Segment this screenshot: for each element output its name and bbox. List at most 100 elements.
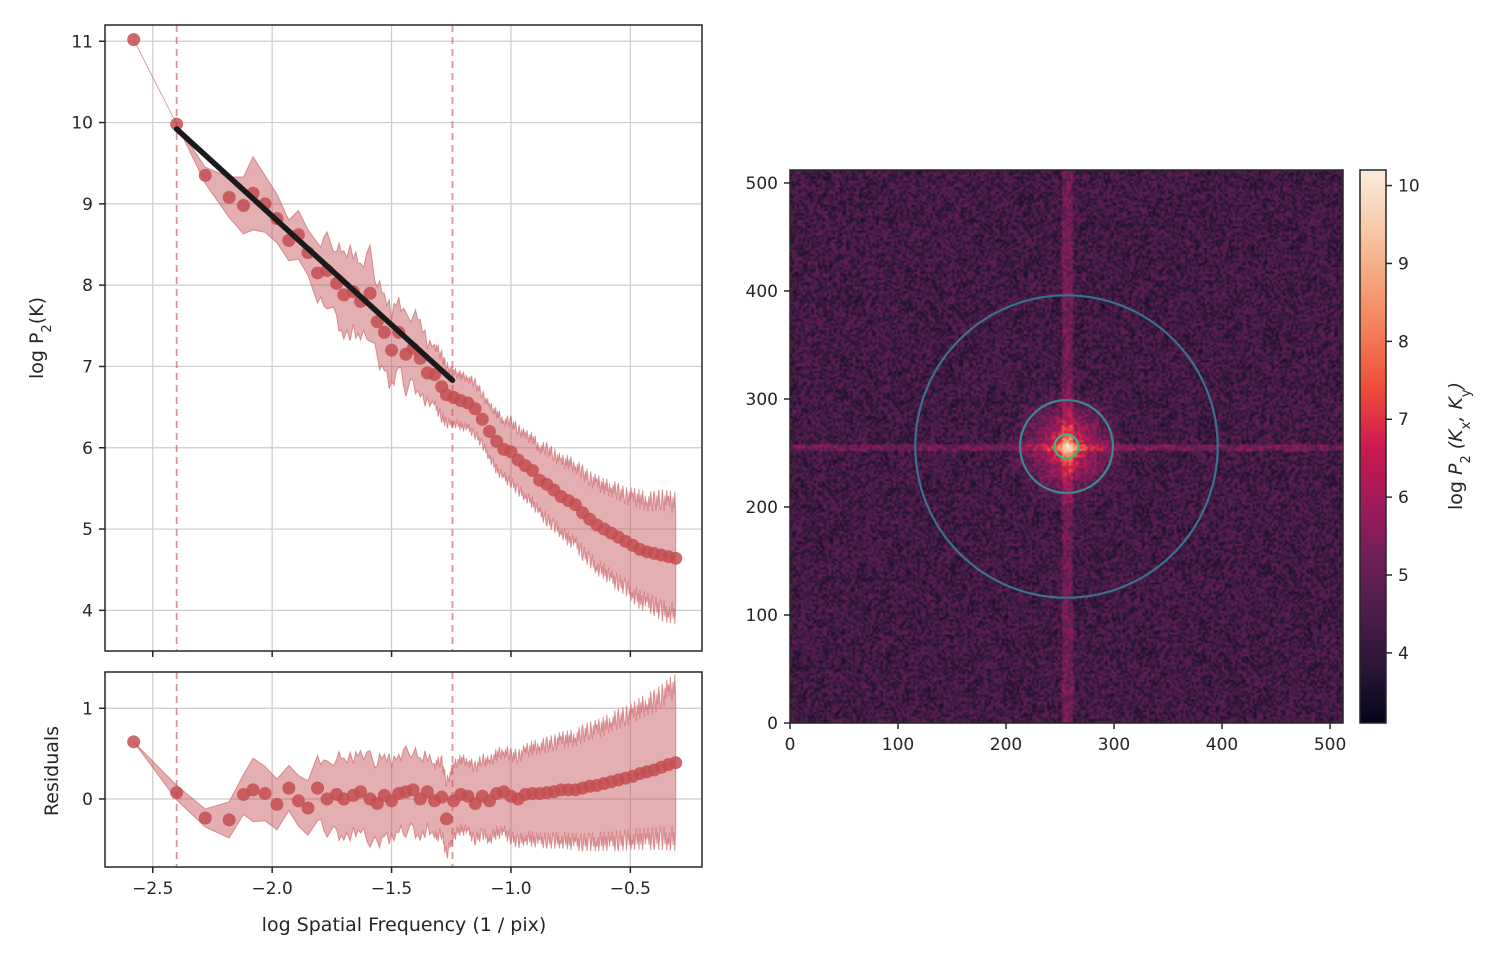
data-point (127, 33, 141, 47)
residuals-ylabel: Residuals (41, 726, 63, 816)
x-axis-label: log Spatial Frequency (1 / pix) (262, 914, 547, 936)
data-point (222, 190, 236, 204)
data-point (377, 325, 391, 339)
residual-point (222, 813, 236, 827)
residual-point (439, 812, 453, 826)
colorbar-tick-label: 9 (1398, 254, 1409, 274)
y-tick-label: 8 (82, 276, 93, 296)
top-fit (173, 126, 456, 384)
residual-point (127, 735, 141, 749)
data-point (468, 402, 482, 416)
colorbar: 4 5 6 7 8 9 10 log P2 (Kx, Ky) (1359, 169, 1474, 724)
x-tick-label: 100 (882, 735, 914, 755)
y-tick-label: 200 (746, 498, 778, 518)
bot-grid (105, 672, 702, 867)
bot-band (133, 674, 677, 859)
colorbar-tick-label: 4 (1398, 644, 1409, 664)
y-tick-label: 7 (82, 357, 93, 377)
data-point (370, 315, 384, 329)
colorbar-gradient (1360, 170, 1386, 723)
residual-point (291, 794, 305, 808)
img-xticks: 0 100 200 300 400 500 (785, 723, 1346, 755)
x-tick-label: 200 (990, 735, 1022, 755)
x-tick-label: −1.5 (371, 879, 412, 899)
colorbar-tick-label: 6 (1398, 488, 1409, 508)
y-tick-label: 1 (82, 699, 93, 719)
colorbar-tick-label: 10 (1398, 177, 1420, 197)
residual-point (198, 811, 212, 825)
y-tick-label: 5 (82, 520, 93, 540)
data-point (475, 412, 489, 426)
y-tick-label: 4 (82, 601, 93, 621)
data-point (428, 368, 442, 382)
y-tick-label: 300 (746, 390, 778, 410)
colorbar-label: log P2 (Kx, Ky) (1445, 382, 1474, 510)
data-point (363, 286, 377, 300)
residual-point (406, 783, 420, 797)
residual-point (282, 781, 296, 795)
top-vlines (175, 25, 454, 651)
residual-point (301, 801, 315, 815)
residual-point (354, 785, 368, 799)
annulus-ring (1018, 398, 1115, 495)
residual-point (258, 787, 272, 801)
colorbar-tick-label: 5 (1398, 566, 1409, 586)
residual-point (246, 783, 260, 797)
colorbar-tick-label: 8 (1398, 332, 1409, 352)
x-tick-label: 500 (1314, 735, 1346, 755)
annulus-ring (914, 294, 1219, 599)
colorbar-frame (1359, 169, 1387, 724)
bot-vlines (175, 672, 454, 867)
residual-point (270, 797, 284, 811)
power-2d-rings (914, 294, 1219, 599)
residuals-plot: 01 −2.5 −2.0 −1.5 −1.0 −0.5 Residuals log Sp… (41, 671, 703, 936)
bot-points (127, 735, 683, 827)
colorbar-ticks: 4 5 6 7 8 9 10 (1386, 177, 1420, 664)
top-grid (105, 25, 702, 651)
img-yticks: 0 100 200 300 400 500 (746, 174, 790, 734)
y-tick-label: 100 (746, 606, 778, 626)
residual-point (435, 790, 449, 804)
data-point (669, 551, 683, 565)
x-tick-label: −1.0 (490, 879, 531, 899)
top-ylabel: log P2(K) (26, 297, 55, 379)
x-tick-label: −2.5 (132, 879, 173, 899)
top-xticks (152, 651, 632, 657)
data-point (525, 464, 539, 478)
x-tick-label: 0 (785, 735, 796, 755)
power-2d-plot: 0 100 200 300 400 500 0 100 200 300 400 500 (746, 169, 1346, 755)
y-tick-label: 6 (82, 439, 93, 459)
residual-point (420, 785, 434, 799)
data-point (198, 168, 212, 182)
bot-yticks: 01 (82, 699, 105, 810)
fit-line (173, 126, 456, 384)
y-tick-label: 400 (746, 282, 778, 302)
residual-point (170, 786, 184, 800)
error-band (133, 674, 677, 859)
img-axes-frame (789, 169, 1344, 724)
y-tick-label: 0 (82, 790, 93, 810)
power-spectrum-plot: 4 5 6 7 8 9 10 11 log P2(K) (26, 24, 703, 657)
data-point (482, 424, 496, 438)
colorbar-tick-label: 7 (1398, 410, 1409, 430)
data-point (170, 117, 184, 131)
x-tick-label: −2.0 (252, 879, 293, 899)
bot-xticks: −2.5 −2.0 −1.5 −1.0 −0.5 (132, 867, 651, 899)
data-point (385, 343, 399, 357)
annulus-ring (1053, 433, 1080, 460)
y-tick-label: 0 (767, 714, 778, 734)
y-tick-label: 10 (71, 114, 93, 134)
data-point (237, 198, 251, 212)
top-axes-frame (104, 24, 703, 652)
y-tick-label: 500 (746, 174, 778, 194)
y-tick-label: 11 (71, 32, 93, 52)
residual-point (311, 781, 325, 795)
y-tick-label: 9 (82, 195, 93, 215)
x-tick-label: −0.5 (610, 879, 651, 899)
x-tick-label: 400 (1206, 735, 1238, 755)
x-tick-label: 300 (1098, 735, 1130, 755)
top-yticks: 4 5 6 7 8 9 10 11 (71, 32, 105, 621)
bot-axes-frame (104, 671, 703, 868)
residual-point (669, 756, 683, 770)
